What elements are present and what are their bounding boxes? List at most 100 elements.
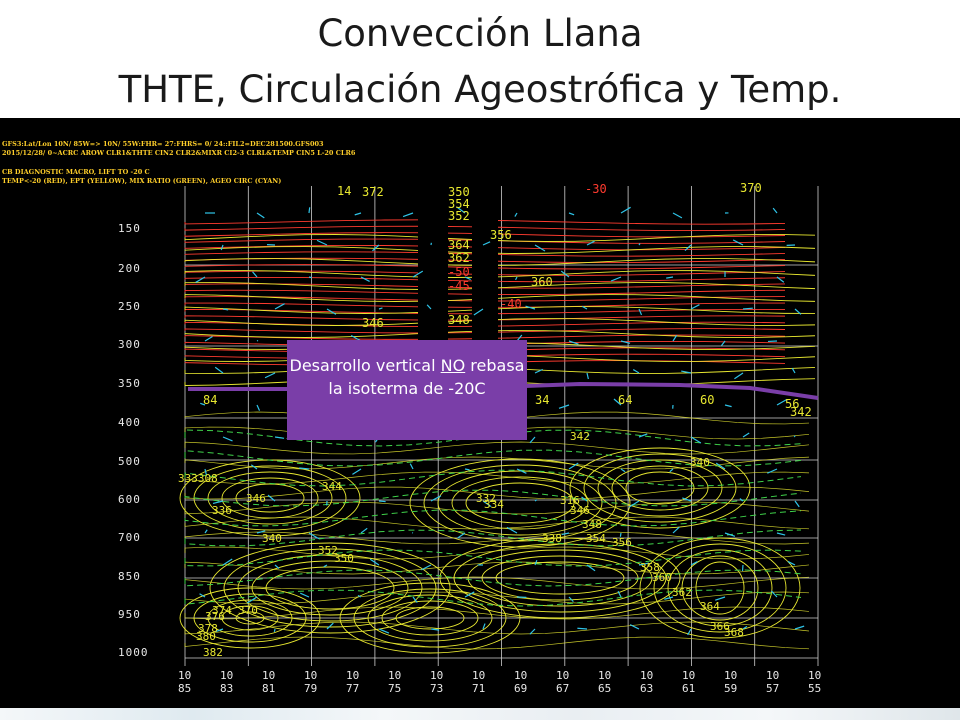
ageo-arrow bbox=[409, 463, 414, 470]
x-axis-top-label: 10 bbox=[430, 669, 443, 682]
ageo-arrow bbox=[506, 526, 518, 534]
x-axis-bottom-label: 79 bbox=[304, 682, 317, 695]
ageo-arrow bbox=[577, 627, 588, 630]
ageo-arrow bbox=[195, 276, 206, 283]
ageo-arrow bbox=[742, 307, 753, 310]
ageo-arrow bbox=[246, 596, 258, 604]
x-axis-top-label: 10 bbox=[724, 669, 737, 682]
ageo-arrow bbox=[732, 239, 744, 246]
lower-label: 348 bbox=[582, 518, 602, 531]
mid-label: 56 bbox=[785, 397, 799, 411]
ageo-arrow bbox=[529, 436, 536, 444]
temp-contour bbox=[184, 328, 786, 334]
callout-box: Desarrollo vertical NO rebasa la isoterm… bbox=[287, 340, 527, 440]
pressure-level-label: 500 bbox=[118, 455, 141, 468]
ageo-arrow bbox=[421, 564, 432, 571]
ageo-arrow bbox=[529, 628, 536, 635]
ageo-arrow bbox=[690, 304, 700, 310]
ageo-arrow bbox=[720, 340, 726, 346]
ageo-arrow bbox=[274, 436, 285, 439]
pressure-level-label: 300 bbox=[118, 338, 141, 351]
x-axis-top-label: 10 bbox=[472, 669, 485, 682]
ageo-arrow bbox=[525, 305, 536, 310]
ageo-arrow bbox=[267, 494, 276, 502]
ageo-arrow bbox=[204, 529, 208, 534]
ageo-arrow bbox=[690, 436, 702, 444]
ageo-arrow bbox=[464, 276, 471, 281]
ageo-arrow bbox=[672, 526, 680, 534]
ageo-arrow bbox=[204, 335, 213, 342]
ageo-arrow bbox=[776, 532, 786, 536]
temp-contour bbox=[184, 264, 786, 270]
x-axis-top-label: 10 bbox=[598, 669, 611, 682]
x-axis-top-label: 10 bbox=[640, 669, 653, 682]
x-axis-top-label: 10 bbox=[178, 669, 191, 682]
ageo-arrow bbox=[372, 244, 380, 252]
ageo-arrow bbox=[715, 462, 726, 470]
ageo-arrow bbox=[715, 596, 726, 601]
stack-label: -45 bbox=[448, 279, 470, 293]
ageo-arrow bbox=[787, 560, 796, 566]
ageo-arrow bbox=[628, 500, 640, 508]
thte-contour bbox=[184, 591, 810, 605]
thte-contour bbox=[209, 542, 451, 634]
lower-label: 333308 bbox=[178, 472, 218, 485]
ageo-arrow bbox=[430, 495, 442, 502]
ageo-arrow bbox=[516, 468, 527, 474]
thte-contour bbox=[495, 561, 625, 595]
ageo-arrow bbox=[638, 562, 650, 566]
ageo-arrow bbox=[739, 498, 744, 502]
pressure-level-label: 350 bbox=[118, 377, 141, 390]
thte-contour bbox=[207, 599, 293, 637]
x-axis-top-label: 10 bbox=[262, 669, 275, 682]
mid-label: 84 bbox=[203, 393, 217, 407]
x-axis-bottom-label: 57 bbox=[766, 682, 779, 695]
temp-contour bbox=[184, 251, 786, 257]
ageo-arrow bbox=[456, 206, 466, 214]
lower-label: 354 bbox=[586, 532, 606, 545]
pressure-level-label: 850 bbox=[118, 570, 141, 583]
lower-label: 356 bbox=[612, 536, 632, 549]
x-axis-top-label: 10 bbox=[682, 669, 695, 682]
ageo-arrow bbox=[369, 558, 380, 566]
stack-label: 362 bbox=[448, 251, 470, 265]
ageo-arrow bbox=[482, 623, 486, 630]
temp-contour bbox=[184, 270, 786, 276]
thte-contour bbox=[184, 561, 810, 575]
pressure-level-label: 400 bbox=[118, 416, 141, 429]
lower-label: 350 bbox=[334, 552, 354, 565]
mid-label: 342 bbox=[790, 405, 812, 419]
ageo-arrow bbox=[212, 500, 224, 505]
thte-contour bbox=[184, 456, 810, 470]
x-axis-bottom-label: 55 bbox=[808, 682, 821, 695]
x-axis-top-label: 10 bbox=[304, 669, 317, 682]
lower-label: 358 bbox=[640, 561, 660, 574]
ageo-arrow bbox=[534, 244, 546, 252]
thte-contour bbox=[625, 471, 695, 505]
ageo-arrow bbox=[256, 212, 265, 219]
thte-contour bbox=[451, 476, 589, 530]
thte-contour bbox=[381, 600, 479, 636]
thte-label: 372 bbox=[362, 185, 384, 199]
bottom-strip bbox=[0, 708, 960, 720]
ageo-arrow bbox=[200, 402, 206, 406]
pressure-level-label: 200 bbox=[118, 262, 141, 275]
ageo-arrow bbox=[264, 372, 276, 379]
ageo-arrow bbox=[586, 240, 595, 246]
ageo-arrow bbox=[199, 593, 206, 598]
temp-contour bbox=[184, 238, 786, 244]
ageo-arrow bbox=[690, 561, 698, 566]
ageo-arrow bbox=[316, 239, 328, 246]
x-axis-bottom-label: 85 bbox=[178, 682, 191, 695]
thte-contour bbox=[395, 606, 465, 630]
lower-label: 360 bbox=[652, 571, 672, 584]
lower-label: 380 bbox=[196, 630, 216, 643]
thte-contour bbox=[583, 453, 737, 523]
title-line-1: Convección Llana bbox=[317, 12, 643, 55]
ageo-arrow bbox=[323, 564, 328, 568]
x-axis-bottom-label: 81 bbox=[262, 682, 275, 695]
x-axis-bottom-label: 67 bbox=[556, 682, 569, 695]
x-axis-bottom-label: 59 bbox=[724, 682, 737, 695]
lower-label: 340 bbox=[690, 456, 710, 469]
callout-emph: NO bbox=[440, 356, 466, 375]
